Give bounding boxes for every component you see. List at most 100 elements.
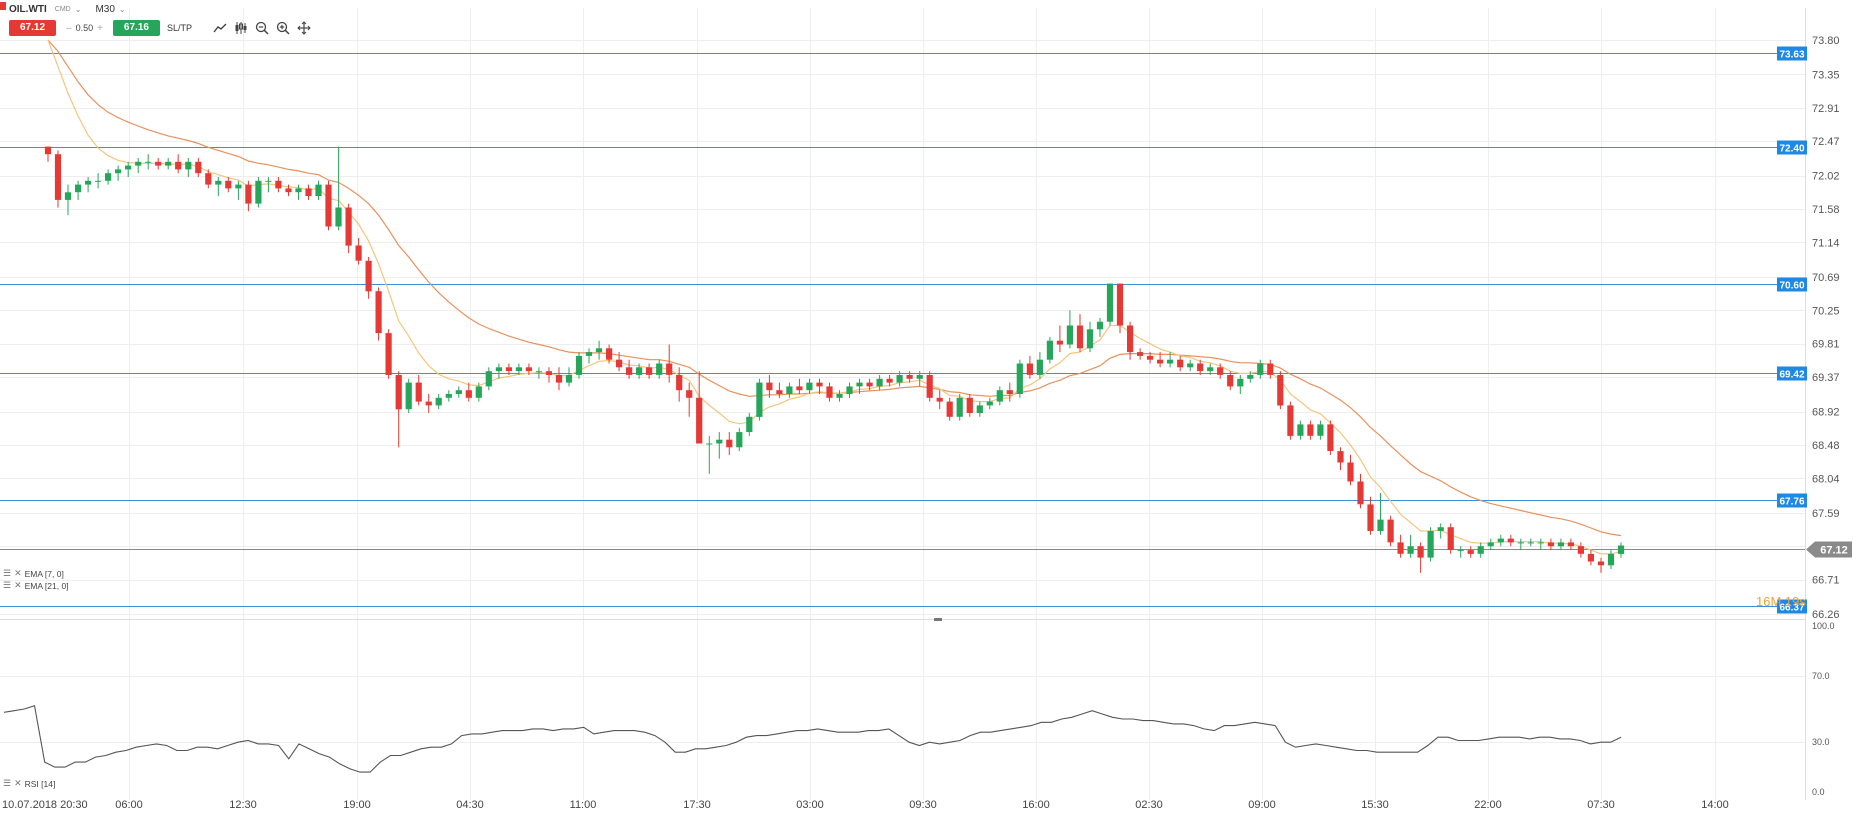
y-tick-label: 67.59: [1812, 508, 1840, 520]
candle-body: [555, 375, 563, 383]
candle-body: [1427, 531, 1434, 558]
y-tick-label: 71.14: [1812, 237, 1840, 249]
candle-body: [215, 180, 222, 185]
zoom-out-icon[interactable]: [254, 20, 270, 36]
candle-body: [896, 375, 903, 383]
chevron-down-icon[interactable]: ⌄: [118, 4, 126, 14]
menu-icon[interactable]: ☰: [3, 580, 12, 590]
x-tick-label: 04:30: [456, 799, 484, 811]
candle-body: [1587, 553, 1594, 562]
symbol-label[interactable]: OIL.WTI: [9, 3, 47, 15]
level-label-box: [1777, 277, 1807, 292]
candle-body: [545, 371, 552, 375]
x-tick-label: 09:00: [1248, 799, 1276, 811]
candle-body: [315, 184, 322, 196]
grid-layer: [0, 8, 1805, 800]
buy-button[interactable]: 67.16: [112, 20, 160, 36]
candle-body: [385, 333, 392, 375]
rsi-legend[interactable]: ☰ ✕ RSI [14]: [3, 778, 55, 789]
candle-body: [1437, 527, 1444, 531]
candle-body: [696, 397, 703, 444]
ema-slow-label: EMA [21, 0]: [24, 580, 69, 591]
pane-resize-handle: [934, 618, 942, 621]
close-icon[interactable]: ✕: [14, 568, 22, 578]
candles-icon[interactable]: [233, 20, 249, 36]
candle-body: [425, 401, 432, 406]
menu-icon[interactable]: ☰: [3, 568, 12, 578]
ema-slow-line: [47, 39, 1622, 537]
line-chart-icon[interactable]: [212, 20, 228, 36]
candle-body: [105, 173, 112, 181]
rsi-line: [3, 704, 1622, 773]
candle-body: [1046, 340, 1053, 360]
y-tick-label: 68.04: [1812, 473, 1840, 485]
candle-body: [44, 146, 52, 155]
level-label-box: [1777, 366, 1807, 381]
candle-body: [585, 352, 593, 356]
candle-body: [1257, 363, 1264, 375]
candle-body: [1417, 546, 1424, 558]
candle-body: [666, 363, 673, 375]
candle-body: [125, 165, 132, 170]
close-icon[interactable]: ✕: [14, 778, 22, 788]
chevron-down-icon[interactable]: ⌄: [74, 4, 82, 14]
rsi-tick-label: 0.0: [1812, 787, 1825, 797]
sltp-button[interactable]: SL/TP: [166, 23, 192, 33]
candle-body: [876, 378, 883, 387]
ema-fast-line: [47, 39, 1622, 555]
candle-body: [1577, 546, 1584, 554]
crosshair-move-icon[interactable]: [296, 20, 312, 36]
decrease-volume-button[interactable]: –: [66, 22, 72, 34]
zoom-in-icon[interactable]: [275, 20, 291, 36]
candle-body: [1167, 359, 1174, 364]
x-tick-label: 14:00: [1701, 799, 1729, 811]
candle-body: [1287, 405, 1294, 436]
ema-slow-legend[interactable]: ☰ ✕ EMA [21, 0]: [3, 580, 69, 591]
candle-body: [295, 188, 302, 193]
volume-stepper[interactable]: – 0.50 +: [62, 20, 107, 36]
candle-body: [495, 367, 502, 372]
candle-body: [1347, 462, 1354, 482]
x-tick-label: 07:30: [1587, 799, 1615, 811]
candle-body: [1217, 367, 1224, 375]
candle-body: [1237, 378, 1244, 387]
candle-body: [626, 367, 633, 375]
timeframe-label[interactable]: M30: [95, 3, 115, 15]
horizontal-levels-layer: [0, 53, 1805, 607]
volume-value[interactable]: 0.50: [75, 23, 94, 33]
candle-body: [525, 367, 532, 372]
y-tick-label: 73.80: [1812, 35, 1840, 47]
candle-body: [916, 375, 923, 379]
candle-body: [646, 367, 653, 375]
candle-body: [1026, 363, 1033, 375]
candle-body: [1076, 325, 1084, 349]
candle-body: [1377, 519, 1384, 531]
candle-body: [1607, 553, 1615, 566]
ema-fast-legend[interactable]: ☰ ✕ EMA [7, 0]: [3, 568, 64, 579]
candle-body: [1127, 325, 1134, 353]
menu-icon[interactable]: ☰: [3, 778, 12, 788]
candle-body: [816, 382, 823, 387]
candle-body: [145, 161, 152, 163]
candle-body: [415, 382, 422, 402]
candle-body: [776, 390, 783, 394]
increase-volume-button[interactable]: +: [97, 22, 103, 34]
candle-body: [1617, 545, 1625, 554]
candle-body: [756, 382, 763, 417]
candle-body: [676, 375, 683, 391]
rsi-tick-label: 70.0: [1812, 671, 1830, 681]
sell-button[interactable]: 67.12: [9, 20, 56, 36]
y-tick-label: 73.35: [1812, 69, 1840, 81]
y-tick-label: 72.47: [1812, 136, 1840, 148]
candle-body: [806, 382, 813, 391]
rsi-tick-label: 100.0: [1812, 621, 1835, 631]
candle-body: [1197, 363, 1204, 372]
candle-body: [706, 443, 713, 445]
current-price-tag: [1806, 541, 1852, 558]
level-label: 70.60: [1779, 281, 1804, 292]
candles-layer: [44, 146, 1625, 573]
close-icon[interactable]: ✕: [14, 580, 22, 590]
candle-body: [1357, 481, 1364, 505]
candle-body: [465, 390, 472, 398]
